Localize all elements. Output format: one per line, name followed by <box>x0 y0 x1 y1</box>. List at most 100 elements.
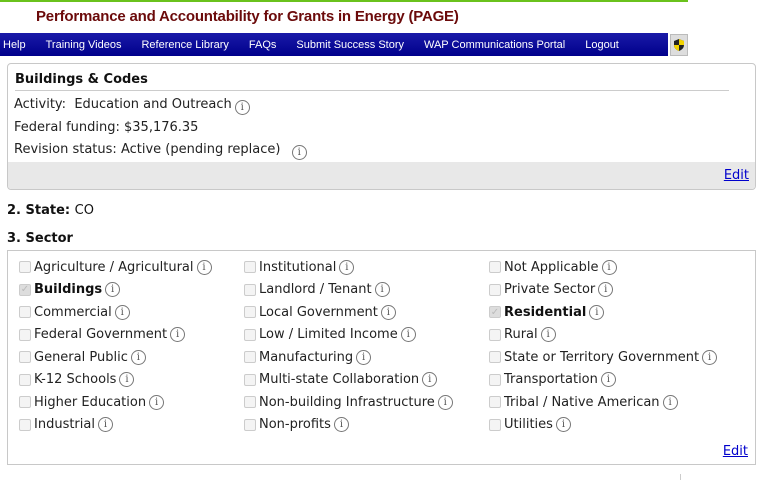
sector-label: Local Government <box>259 304 378 320</box>
info-icon[interactable]: i <box>380 304 396 320</box>
info-icon[interactable]: i <box>702 349 718 365</box>
sector-option: Low / Limited Income i <box>244 324 453 347</box>
nav-reference-library[interactable]: Reference Library <box>141 38 229 51</box>
info-icon[interactable]: i <box>437 394 453 410</box>
nav-help[interactable]: Help <box>3 38 26 51</box>
sector-checkbox[interactable] <box>19 351 31 364</box>
sector-label: Private Sector <box>504 282 596 298</box>
sector-option: Utilities i <box>489 414 717 437</box>
sector-label: Institutional <box>259 259 337 275</box>
sector-column: Not Applicable i Private Sector i ✓ Residenti… <box>489 256 718 437</box>
sector-checkbox[interactable] <box>19 328 31 341</box>
sector-label: Agriculture / Agricultural <box>34 259 194 275</box>
info-icon[interactable]: i <box>333 417 349 433</box>
sector-label: Manufacturing <box>259 349 354 365</box>
panel-title: Buildings & Codes <box>15 72 148 87</box>
info-icon[interactable]: i <box>422 372 438 388</box>
nav-wap-communications-portal[interactable]: WAP Communications Portal <box>424 38 566 51</box>
sector-box: Agriculture / Agricultural i ✓ Buildings i Co… <box>7 250 756 465</box>
divider <box>15 90 729 91</box>
info-icon[interactable]: i <box>196 259 212 275</box>
sector-checkbox[interactable] <box>19 373 31 386</box>
info-icon[interactable]: i <box>130 349 146 365</box>
sector-label: Landlord / Tenant <box>259 282 372 298</box>
info-icon[interactable]: i <box>149 394 165 410</box>
info-icon[interactable]: i <box>400 327 416 343</box>
info-icon[interactable]: i <box>600 372 616 388</box>
sector-option: Multi-state Collaboration i <box>244 369 453 392</box>
info-icon[interactable]: i <box>97 417 113 433</box>
sector-label: Non-building Infrastructure <box>259 394 435 410</box>
sector-label: State or Territory Government <box>504 349 700 365</box>
sector-checkbox[interactable] <box>489 328 501 341</box>
sector-checkbox[interactable] <box>244 261 256 274</box>
sector-label: Commercial <box>34 304 112 320</box>
info-icon[interactable]: i <box>291 145 307 160</box>
sector-label: Federal Government <box>34 327 168 343</box>
info-icon[interactable]: i <box>601 259 617 275</box>
sector-option: Higher Education i <box>19 391 212 414</box>
info-icon[interactable]: i <box>119 372 135 388</box>
sector-option: Private Sector i <box>489 279 717 302</box>
app-title: Performance and Accountability for Grant… <box>36 8 459 25</box>
sector-checkbox[interactable] <box>489 396 501 409</box>
nav-submit-success-story[interactable]: Submit Success Story <box>296 38 404 51</box>
sector-label: Not Applicable <box>504 259 599 275</box>
sector-checkbox[interactable] <box>489 373 501 386</box>
sector-option: Not Applicable i <box>489 256 717 279</box>
sector-option: Federal Government i <box>19 324 212 347</box>
sector-checkbox[interactable] <box>19 396 31 409</box>
shield-icon[interactable] <box>670 34 688 56</box>
sector-checkbox[interactable] <box>244 418 256 431</box>
sector-label: Non-profits <box>259 417 331 433</box>
revision-row: Revision status: Active (pending replace… <box>14 142 307 160</box>
sector-label: Multi-state Collaboration <box>259 372 420 388</box>
info-icon[interactable]: i <box>598 282 614 298</box>
sector-checkbox[interactable]: ✓ <box>489 306 501 319</box>
sector-label: Utilities <box>504 417 553 433</box>
edit-summary-link[interactable]: Edit <box>723 168 749 183</box>
sector-checkbox[interactable] <box>244 373 256 386</box>
sector-checkbox[interactable] <box>244 351 256 364</box>
info-icon[interactable]: i <box>234 100 250 115</box>
sector-column: Agriculture / Agricultural i ✓ Buildings i Co… <box>19 256 212 436</box>
sector-label: Tribal / Native American <box>504 394 660 410</box>
info-icon[interactable]: i <box>170 327 186 343</box>
info-icon[interactable]: i <box>114 304 130 320</box>
sector-checkbox[interactable] <box>244 328 256 341</box>
sector-checkbox[interactable] <box>19 418 31 431</box>
revision-label: Revision status: <box>14 142 117 157</box>
edit-sector-link[interactable]: Edit <box>722 444 748 459</box>
sector-checkbox[interactable] <box>244 396 256 409</box>
sector-checkbox[interactable] <box>244 283 256 296</box>
info-icon[interactable]: i <box>105 282 121 298</box>
sector-checkbox[interactable] <box>489 418 501 431</box>
nav-training-videos[interactable]: Training Videos <box>45 38 122 51</box>
sector-checkbox[interactable] <box>19 306 31 319</box>
info-icon[interactable]: i <box>540 327 556 343</box>
state-section: 2. State: CO <box>7 203 94 218</box>
sector-option: Landlord / Tenant i <box>244 279 453 302</box>
sector-checkbox[interactable] <box>489 283 501 296</box>
info-icon[interactable]: i <box>662 394 678 410</box>
sector-heading: 3. Sector <box>7 231 73 246</box>
activity-label: Activity: <box>14 97 67 112</box>
info-icon[interactable]: i <box>555 417 571 433</box>
info-icon[interactable]: i <box>589 304 605 320</box>
sector-checkbox[interactable] <box>244 306 256 319</box>
sector-checkbox[interactable] <box>489 261 501 274</box>
sector-option: ✓ Buildings i <box>19 279 212 302</box>
info-icon[interactable]: i <box>374 282 390 298</box>
nav-logout[interactable]: Logout <box>585 38 619 51</box>
nav-bar: Help Training Videos Reference Library F… <box>0 33 668 56</box>
info-icon[interactable]: i <box>356 349 372 365</box>
sector-option: Commercial i <box>19 301 212 324</box>
sector-checkbox[interactable]: ✓ <box>19 283 31 296</box>
activity-value: Education and Outreach <box>74 97 232 112</box>
sector-checkbox[interactable] <box>489 351 501 364</box>
nav-faqs[interactable]: FAQs <box>248 38 277 51</box>
info-icon[interactable]: i <box>339 259 355 275</box>
sector-checkbox[interactable] <box>19 261 31 274</box>
sector-column: Institutional i Landlord / Tenant i Local Go… <box>244 256 453 436</box>
sector-option: Non-profits i <box>244 414 453 437</box>
